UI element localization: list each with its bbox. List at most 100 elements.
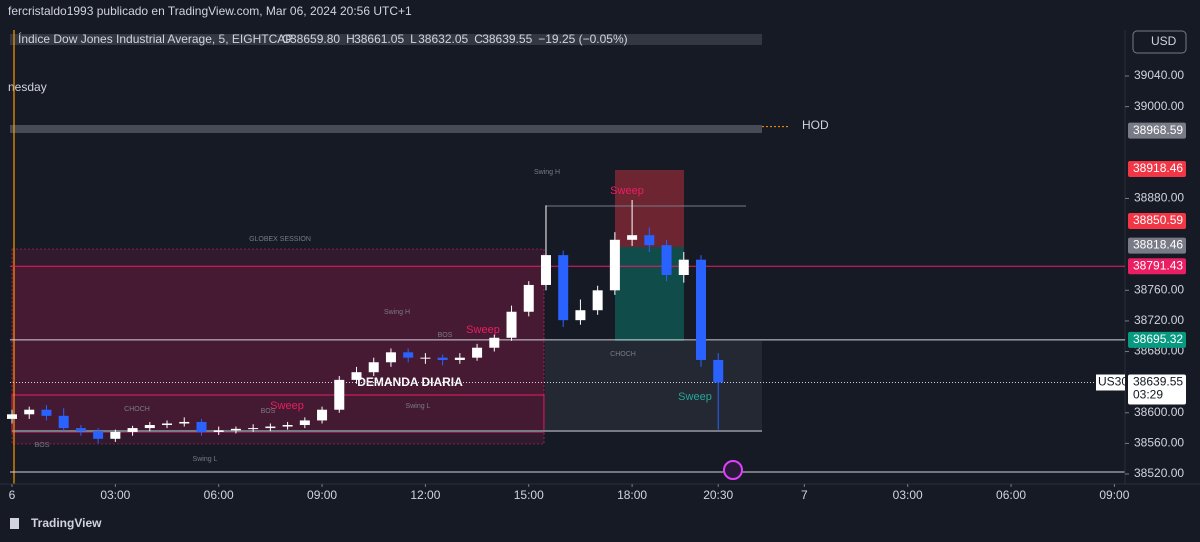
candle-body bbox=[334, 379, 345, 410]
candle-body bbox=[523, 284, 534, 312]
candle-body bbox=[351, 372, 362, 380]
y-tick-label: 38600.00 bbox=[1134, 405, 1184, 419]
symbol-title: Índice Dow Jones Industrial Average, 5, … bbox=[18, 31, 293, 46]
x-tick-label: 15:00 bbox=[514, 488, 544, 502]
price-tag-label: 38818.46 bbox=[1133, 238, 1183, 252]
candle-body bbox=[127, 428, 138, 432]
candle-body bbox=[7, 414, 17, 419]
y-tick-label: 38880.00 bbox=[1134, 191, 1184, 205]
candle-body bbox=[592, 290, 603, 311]
candle-body bbox=[41, 409, 52, 416]
candle-body bbox=[713, 359, 724, 383]
ohlc-key: L bbox=[410, 32, 417, 46]
reward-box bbox=[615, 247, 684, 341]
candle-body bbox=[144, 425, 155, 429]
sweep-2: Sweep bbox=[466, 324, 500, 336]
sweep-4: Sweep bbox=[678, 391, 712, 403]
globex-label: GLOBEX SESSION bbox=[249, 236, 311, 243]
y-tick-label: 38760.00 bbox=[1134, 282, 1184, 296]
y-tick-label: 39040.00 bbox=[1134, 68, 1184, 82]
event-icon[interactable] bbox=[723, 460, 743, 480]
ohlc-value: 38661.05 bbox=[354, 32, 404, 46]
price-tag-label: 38918.46 bbox=[1133, 161, 1183, 175]
candle-body bbox=[265, 426, 276, 429]
candle-body bbox=[575, 310, 586, 321]
session-zone bbox=[12, 267, 544, 395]
candle-body bbox=[317, 409, 328, 421]
legend-bar bbox=[10, 34, 762, 45]
swing-l-1: Swing L bbox=[406, 403, 431, 410]
choch-1: CHOCH bbox=[124, 406, 150, 413]
ohlc-value: 38639.55 bbox=[482, 32, 532, 46]
last-price-tag bbox=[1128, 374, 1186, 405]
symbol-tag bbox=[1096, 374, 1125, 391]
candle-body bbox=[472, 347, 483, 358]
candle-body bbox=[179, 421, 190, 424]
sweep-1: Sweep bbox=[610, 185, 644, 197]
candle-body bbox=[420, 357, 431, 359]
gray-zone bbox=[545, 341, 762, 432]
ohlc-key: O bbox=[282, 32, 291, 46]
footer: TradingView bbox=[10, 516, 102, 530]
candle-body bbox=[248, 428, 259, 430]
price-tag bbox=[1128, 237, 1186, 254]
x-tick-label: 7 bbox=[801, 488, 808, 502]
y-tick-label: 38560.00 bbox=[1134, 436, 1184, 450]
currency-button[interactable] bbox=[1132, 30, 1187, 54]
candle-body bbox=[627, 235, 638, 240]
bos-3: BOS bbox=[35, 442, 50, 449]
candle-body bbox=[609, 239, 620, 291]
candle-body bbox=[110, 431, 121, 439]
x-tick-label: 03:00 bbox=[100, 488, 130, 502]
sweep-3: Sweep bbox=[270, 400, 304, 412]
brand: TradingView bbox=[31, 516, 102, 530]
candle-body bbox=[368, 362, 379, 373]
swing-l-2: Swing L bbox=[193, 456, 218, 463]
candle-body bbox=[24, 409, 35, 415]
candle-body bbox=[75, 428, 86, 432]
globex-zone bbox=[11, 248, 545, 445]
candle-body bbox=[162, 423, 173, 426]
hod-label: HOD bbox=[802, 118, 829, 132]
publisher: fercristaldo1993 publicado en TradingVie… bbox=[8, 4, 412, 18]
candle-body bbox=[489, 337, 500, 348]
day-label: nesday bbox=[8, 80, 47, 94]
price-tag-label: 38791.43 bbox=[1133, 258, 1183, 272]
price-tag bbox=[1128, 331, 1186, 348]
ohlc-change: −19.25 (−0.05%) bbox=[538, 32, 627, 46]
x-tick-label: 6 bbox=[9, 488, 16, 502]
candle-body bbox=[454, 357, 465, 360]
symbol-label: US30 bbox=[1098, 375, 1128, 389]
bos-1: BOS bbox=[438, 332, 453, 339]
bos-2: BOS bbox=[261, 408, 276, 415]
x-tick-label: 06:00 bbox=[996, 488, 1026, 502]
candle-body bbox=[403, 352, 414, 358]
demand-label: DEMANDA DIARIA bbox=[357, 375, 463, 389]
x-tick-label: 12:00 bbox=[410, 488, 440, 502]
logo bbox=[10, 518, 19, 529]
price-tag bbox=[1128, 122, 1186, 139]
price-tag bbox=[1128, 212, 1186, 229]
x-tick-label: 20:30 bbox=[703, 488, 733, 502]
x-tick-label: 03:00 bbox=[893, 488, 923, 502]
candle-body bbox=[385, 352, 396, 363]
price-tag-label: 38850.59 bbox=[1133, 213, 1183, 227]
y-tick-label: 38720.00 bbox=[1134, 313, 1184, 327]
candle-body bbox=[661, 245, 672, 276]
candle-body bbox=[230, 428, 241, 431]
ohlc-value: 38659.80 bbox=[290, 32, 340, 46]
candle-body bbox=[299, 420, 310, 426]
last-price-label: 38639.55 bbox=[1133, 375, 1183, 389]
currency: USD bbox=[1151, 34, 1177, 48]
y-tick-label: 38520.00 bbox=[1134, 466, 1184, 480]
ohlc-value: 38632.05 bbox=[418, 32, 468, 46]
x-tick-label: 18:00 bbox=[617, 488, 647, 502]
candle-body bbox=[93, 431, 104, 439]
candle-body bbox=[696, 259, 706, 360]
candle-body bbox=[282, 425, 293, 427]
price-tag bbox=[1128, 258, 1186, 275]
swing-h-2: Swing H bbox=[384, 309, 410, 316]
candle-body bbox=[644, 235, 655, 246]
candle-body bbox=[506, 311, 517, 338]
